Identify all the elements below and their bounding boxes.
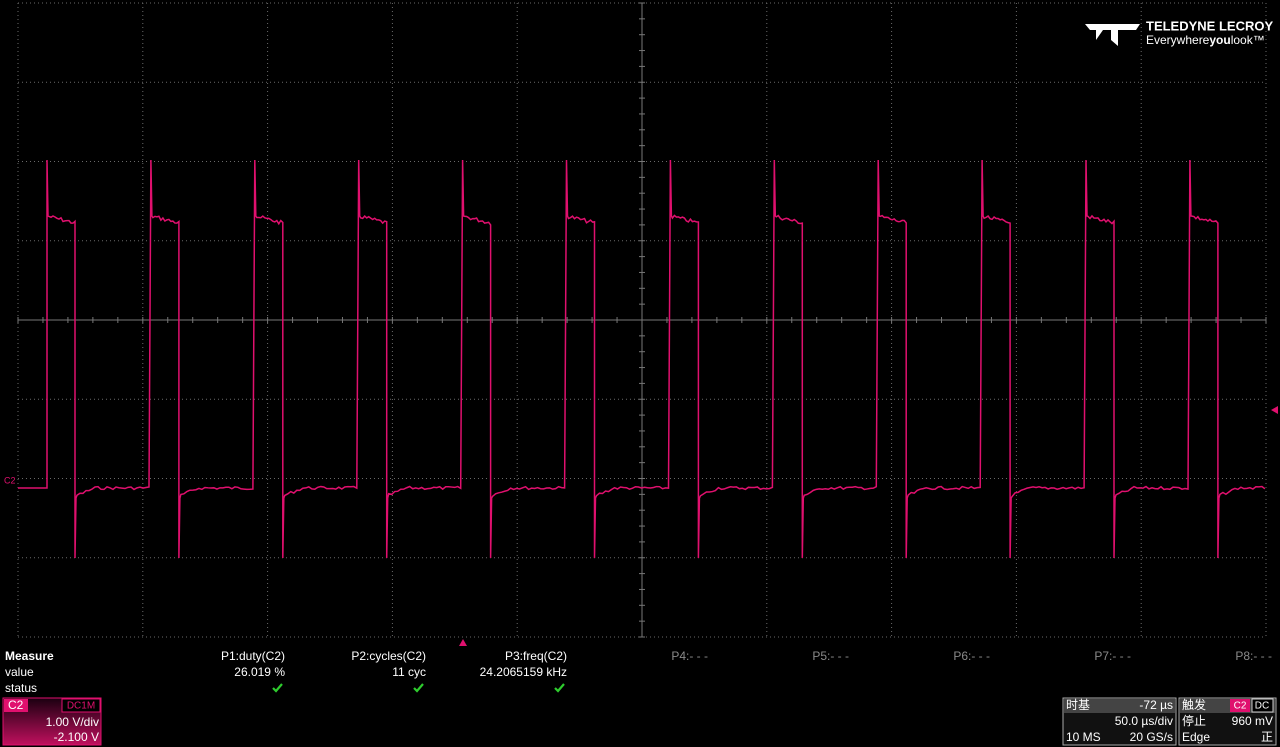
trigger-coupling: DC	[1255, 701, 1269, 712]
measure-table: Measure value status P1:duty(C2) 26.019 %…	[5, 649, 1272, 695]
timebase-header	[1064, 699, 1175, 713]
trigger-state: 停止	[1182, 713, 1206, 728]
trigger-source-tag	[1230, 699, 1250, 712]
timebase-scale: 50.0 µs/div	[1115, 714, 1173, 728]
trigger-source: C2	[1234, 701, 1247, 712]
waveform	[18, 159, 1266, 559]
tagline-end: look™	[1231, 33, 1265, 47]
tagline-bold: you	[1209, 33, 1230, 47]
brand: TELEDYNE LECROY	[1146, 18, 1273, 33]
graticule	[17, 2, 1267, 638]
channel-tag	[4, 699, 28, 712]
trigger-coupling-tag	[1251, 698, 1274, 713]
logo-mark	[1085, 24, 1140, 46]
channel-name: C2	[8, 698, 24, 712]
trigger-box[interactable]: 触发 C2 DC 停止 960 mV Edge 正	[1178, 697, 1277, 746]
timebase-delay: -72 µs	[1139, 698, 1173, 712]
measure-name: P3:freq(C2)	[505, 649, 567, 663]
trigger-mode: Edge	[1182, 730, 1210, 744]
tagline-start: Everywhere	[1146, 33, 1210, 47]
trace-label: C2	[4, 475, 16, 485]
measure-name: P4:- - -	[671, 649, 708, 663]
measure-title: Measure	[5, 649, 54, 663]
measure-value: 11 cyc	[392, 665, 426, 679]
trigger-slope: 正	[1261, 730, 1273, 744]
timebase-rate: 20 GS/s	[1130, 730, 1173, 744]
channel-coupling: DC1M	[67, 701, 95, 712]
row-label: value	[5, 665, 34, 679]
trigger-level-marker	[1271, 406, 1278, 414]
trigger-level: 960 mV	[1232, 714, 1273, 728]
channel-scale: 1.00 V/div	[46, 715, 99, 729]
logo: TELEDYNE LECROY Everywhereyoulook™	[1085, 18, 1273, 47]
trigger-label: 触发	[1182, 697, 1206, 712]
measure-value: 24.2065159 kHz	[480, 665, 567, 679]
timebase-label: 时基	[1066, 698, 1090, 712]
trace	[18, 159, 1266, 559]
tagline: Everywhereyoulook™	[1146, 33, 1265, 47]
measure-name: P7:- - -	[1094, 649, 1131, 663]
measure-name: P6:- - -	[953, 649, 990, 663]
trigger-header	[1180, 699, 1275, 713]
measure-name: P1:duty(C2)	[221, 649, 285, 663]
coupling-tag	[61, 698, 101, 713]
measure-name: P5:- - -	[812, 649, 849, 663]
status-check	[272, 683, 283, 693]
timebase-box[interactable]: 时基 -72 µs 50.0 µs/div 10 MS 20 GS/s	[1062, 697, 1177, 746]
channel-box[interactable]: C2 DC1M 1.00 V/div -2.100 V	[2, 697, 102, 746]
row-label: status	[5, 681, 37, 695]
trigger-position-marker	[459, 639, 467, 646]
measure-name: P8:- - -	[1235, 649, 1272, 663]
measure-value: 26.019 %	[234, 665, 285, 679]
channel-offset: -2.100 V	[54, 730, 99, 744]
status-check	[554, 683, 565, 693]
status-check	[413, 683, 424, 693]
measure-name: P2:cycles(C2)	[351, 649, 426, 663]
timebase-samples: 10 MS	[1066, 730, 1101, 744]
